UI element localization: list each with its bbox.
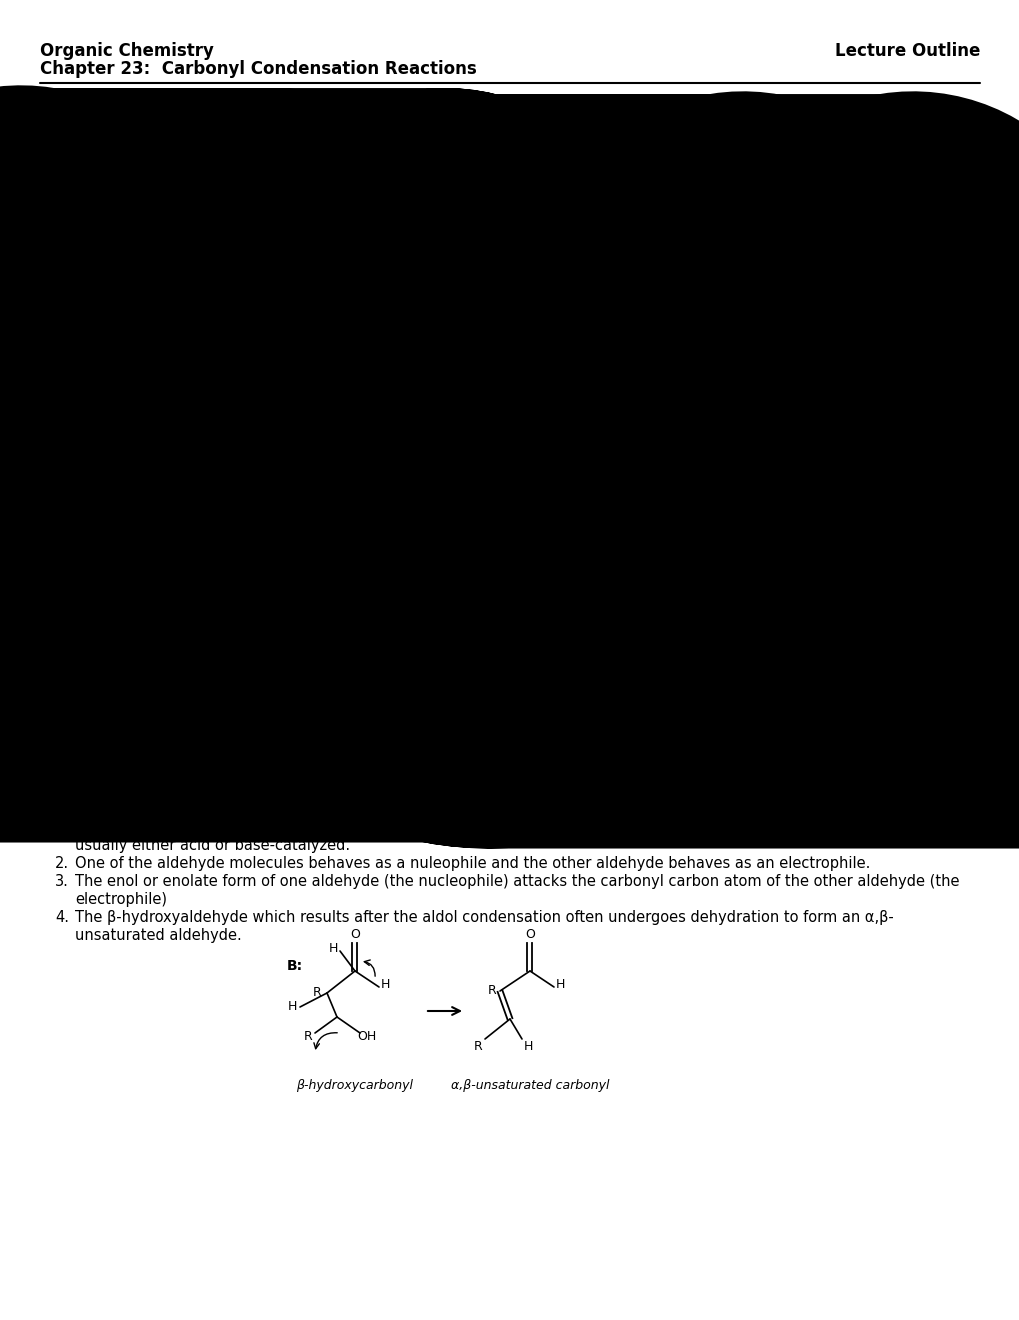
Text: R: R bbox=[658, 771, 666, 784]
Text: R: R bbox=[397, 723, 406, 737]
Text: B:: B: bbox=[199, 554, 215, 569]
Text: R: R bbox=[304, 1030, 312, 1043]
Text: OH: OH bbox=[379, 413, 396, 426]
Text: R: R bbox=[191, 305, 199, 318]
Text: OH: OH bbox=[703, 766, 721, 779]
Text: H: H bbox=[350, 343, 360, 356]
Text: R: R bbox=[642, 721, 651, 734]
Text: O: O bbox=[410, 436, 420, 449]
Text: ••: •• bbox=[406, 503, 420, 516]
Text: ⊖: ⊖ bbox=[557, 426, 568, 440]
Text: O: O bbox=[680, 664, 689, 677]
Text: O: O bbox=[461, 768, 471, 781]
Text: Resonance Stabilized Enolate: Resonance Stabilized Enolate bbox=[544, 552, 718, 565]
Text: O: O bbox=[230, 246, 239, 259]
Text: O: O bbox=[457, 638, 467, 651]
Text: OH: OH bbox=[577, 359, 596, 371]
Text: OH: OH bbox=[357, 1030, 376, 1043]
Text: H: H bbox=[440, 486, 449, 499]
Text: H: H bbox=[590, 290, 599, 304]
Text: 2.: 2. bbox=[55, 855, 69, 871]
Text: R: R bbox=[488, 482, 497, 495]
Text: electrophile): electrophile) bbox=[75, 892, 167, 907]
Text: H: H bbox=[420, 290, 429, 304]
Text: In a simple aldol condensation reaction occurs two molecules of an aldehyde reac: In a simple aldol condensation reaction … bbox=[75, 820, 922, 836]
Text: H: H bbox=[465, 718, 474, 730]
Text: B:: B: bbox=[286, 960, 303, 973]
Text: H: H bbox=[244, 533, 253, 546]
Text: H: H bbox=[709, 714, 719, 727]
Text: O: O bbox=[375, 396, 384, 409]
Text: Enol: Enol bbox=[432, 285, 458, 297]
Text: R: R bbox=[522, 297, 531, 309]
Text: Organic Chemistry: Organic Chemistry bbox=[40, 42, 214, 59]
Text: H: H bbox=[523, 1040, 532, 1052]
Text: H: H bbox=[362, 329, 371, 342]
Text: H: H bbox=[398, 248, 408, 261]
Text: H: H bbox=[328, 941, 337, 954]
Text: O: O bbox=[257, 447, 267, 461]
Text: H: H bbox=[287, 498, 297, 511]
Text: usually either acid or base-catalyzed.: usually either acid or base-catalyzed. bbox=[75, 838, 350, 853]
Text: The β-hydroxyaldehyde which results after the aldol condensation often undergoes: The β-hydroxyaldehyde which results afte… bbox=[75, 909, 893, 925]
Text: I.: I. bbox=[40, 103, 51, 117]
Text: Base-Catalyzed: Base-Catalyzed bbox=[129, 430, 249, 445]
Text: H: H bbox=[650, 751, 659, 763]
Text: R: R bbox=[330, 286, 339, 300]
Text: One of the aldehyde molecules behaves as a nuleophile and the other aldehyde beh: One of the aldehyde molecules behaves as… bbox=[75, 855, 869, 871]
Text: +: + bbox=[364, 414, 372, 425]
Text: O: O bbox=[559, 239, 570, 252]
Text: formed which may undergo elimination to give an α, β– unsaturated carbonyl produ: formed which may undergo elimination to … bbox=[75, 154, 709, 170]
Text: ⊖: ⊖ bbox=[472, 762, 483, 775]
Text: O: O bbox=[525, 928, 534, 941]
Text: H+: H+ bbox=[244, 243, 262, 253]
Text: β-hydroxycarbonyl: β-hydroxycarbonyl bbox=[297, 1080, 413, 1093]
Text: R: R bbox=[219, 503, 228, 516]
Text: CARBONYL CONDENSATION REACTIONS: CARBONYL CONDENSATION REACTIONS bbox=[75, 103, 412, 117]
Text: 3.: 3. bbox=[55, 874, 69, 888]
Text: ⊖: ⊖ bbox=[409, 515, 421, 529]
Text: H: H bbox=[287, 1001, 297, 1014]
Text: H: H bbox=[260, 300, 269, 313]
Text: Acid Catalyzed: Acid Catalyzed bbox=[163, 201, 276, 215]
Text: Carbonyl condensation reactions occur between an enolate or enol generated from : Carbonyl condensation reactions occur be… bbox=[75, 121, 936, 136]
Text: H: H bbox=[380, 978, 389, 991]
Text: H-OH: H-OH bbox=[446, 785, 477, 799]
Text: H: H bbox=[546, 326, 555, 339]
Text: R: R bbox=[473, 1040, 482, 1052]
Text: 1.: 1. bbox=[55, 820, 69, 836]
Text: H: H bbox=[580, 486, 589, 499]
Text: α,β-unsaturated carbonyl: α,β-unsaturated carbonyl bbox=[450, 1080, 608, 1093]
Text: O: O bbox=[549, 436, 559, 449]
Text: H: H bbox=[216, 334, 225, 346]
Text: R: R bbox=[485, 587, 494, 601]
Text: R: R bbox=[525, 359, 534, 371]
Text: R: R bbox=[372, 491, 381, 504]
Text: The enol or enolate form of one aldehyde (the nucleophile) attacks the carbonyl : The enol or enolate form of one aldehyde… bbox=[75, 874, 959, 888]
Text: R: R bbox=[414, 774, 422, 787]
Text: 4.: 4. bbox=[55, 909, 69, 925]
Text: H: H bbox=[405, 754, 415, 767]
Text: O: O bbox=[350, 928, 360, 941]
Text: H: H bbox=[502, 314, 513, 327]
Text: A.   The Aldol Condensation: A. The Aldol Condensation bbox=[75, 176, 277, 190]
Text: H: H bbox=[554, 978, 565, 991]
Text: unsaturated aldehyde.: unsaturated aldehyde. bbox=[75, 928, 242, 942]
Text: O: O bbox=[435, 668, 444, 681]
Text: R: R bbox=[399, 350, 408, 363]
Text: electrophilic carbon of a second carbonyl group (of the same type of molecule or: electrophilic carbon of a second carbony… bbox=[75, 139, 997, 153]
Text: H: H bbox=[173, 334, 182, 346]
Text: O: O bbox=[380, 242, 389, 255]
Text: H: H bbox=[430, 582, 439, 594]
Text: Lecture Outline: Lecture Outline bbox=[834, 42, 979, 59]
Text: Chapter 23:  Carbonyl Condensation Reactions: Chapter 23: Carbonyl Condensation Reacti… bbox=[40, 59, 476, 78]
Text: R: R bbox=[487, 985, 496, 998]
Text: R: R bbox=[312, 986, 321, 999]
